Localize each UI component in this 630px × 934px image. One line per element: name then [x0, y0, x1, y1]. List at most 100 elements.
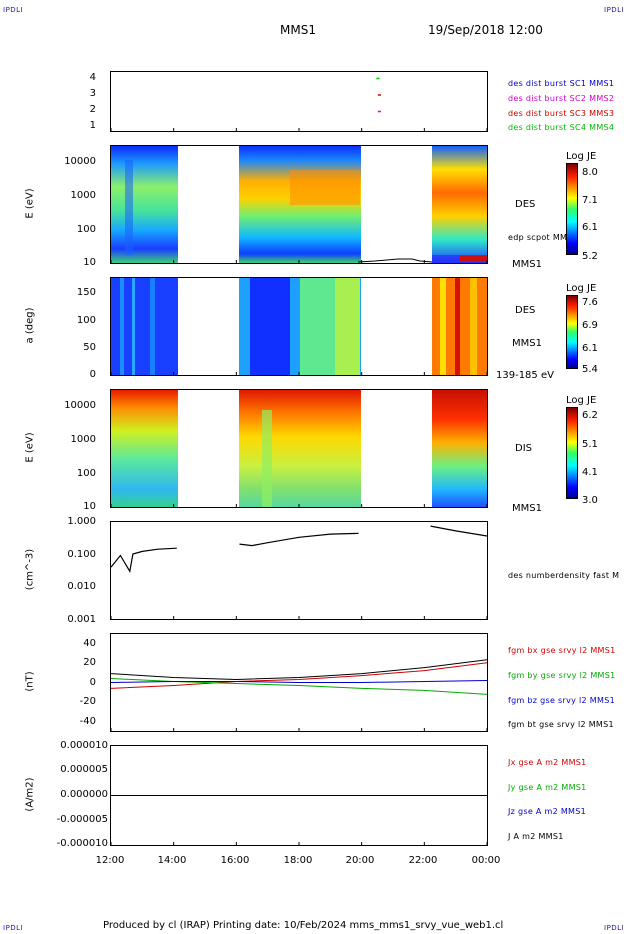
legend-jz: Jz gse A m2 MMS1 [508, 807, 587, 816]
scpot-label: edp scpot MMS1 [508, 233, 579, 242]
des-energy-cbar-title: Log JE [566, 151, 597, 162]
tick-label: 0 [89, 677, 96, 688]
tick-label: 1000 [70, 434, 96, 445]
tick-label: 0.100 [67, 549, 96, 560]
legend-burst-sc4: des dist burst SC4 MMS4 [508, 123, 615, 132]
tick-label: -20 [79, 696, 96, 707]
density-line [430, 525, 488, 537]
cbar-tick: 6.9 [582, 320, 598, 331]
tick-label: 100 [76, 468, 96, 479]
legend-bt: fgm bt gse srvy l2 MMS1 [508, 720, 614, 729]
bfield-line [110, 662, 488, 689]
tick-label: 4 [89, 72, 96, 83]
dis-energy-ylabel: E (eV) [24, 432, 36, 463]
tick-label: -0.000010 [56, 838, 108, 849]
cbar-tick: 7.6 [582, 297, 598, 308]
des-energy-spectrogram [111, 146, 487, 263]
corner-label-bl: IPDLI [3, 924, 24, 932]
des-pitch-spectrogram [111, 278, 487, 375]
bfield-series [110, 659, 488, 695]
legend-density: des numberdensity fast M [508, 571, 620, 580]
density-line [239, 532, 359, 547]
des-energy-ylabel: E (eV) [24, 188, 36, 219]
tick-label: 10 [83, 501, 96, 512]
cbar-tick: 8.0 [582, 167, 598, 178]
tick-label: 3 [89, 88, 96, 99]
x-tick-label: 22:00 [408, 855, 438, 866]
corner-label-tr: IPDLI [604, 6, 625, 14]
burst-marks [376, 77, 381, 113]
bfield-line [110, 678, 488, 695]
tick-label: 20 [83, 657, 96, 668]
tick-label: 10 [83, 257, 96, 268]
scpot-trace [357, 258, 433, 263]
spacecraft-title: MMS1 [280, 23, 316, 37]
x-tick-label: 18:00 [283, 855, 313, 866]
corner-label-tl: IPDLI [3, 6, 24, 14]
bfield-line [110, 680, 488, 683]
density-line [110, 547, 177, 573]
cbar-tick: 4.1 [582, 467, 598, 478]
tick-label: 2 [89, 104, 96, 115]
legend-bz: fgm bz gse srvy l2 MMS1 [508, 696, 615, 705]
x-tick-label: 12:00 [95, 855, 125, 866]
des-energy-sc-label: MMS1 [512, 259, 542, 270]
axis-ticks [110, 128, 488, 846]
dis-energy-sc-label: MMS1 [512, 503, 542, 514]
datetime-title: 19/Sep/2018 12:00 [428, 23, 543, 37]
legend-burst-sc3: des dist burst SC3 MMS3 [508, 109, 615, 118]
x-tick-label: 00:00 [471, 855, 501, 866]
tick-label: 0.001 [67, 614, 96, 625]
tick-label: 100 [76, 224, 96, 235]
des-pitch-colorbar [566, 295, 578, 369]
des-pitch-ylabel: a (deg) [24, 307, 36, 344]
cbar-tick: 6.2 [582, 410, 598, 421]
legend-jx: Jx gse A m2 MMS1 [508, 758, 587, 767]
legend-j: J A m2 MMS1 [508, 832, 564, 841]
tick-label: 0.010 [67, 581, 96, 592]
bfield-ylabel: (nT) [24, 671, 36, 692]
dis-energy-label: DIS [515, 443, 532, 454]
tick-label: 1.000 [67, 516, 96, 527]
cbar-tick: 5.4 [582, 364, 598, 375]
current-ylabel: (A/m2) [24, 777, 36, 812]
des-pitch-sc-label: MMS1 [512, 338, 542, 349]
density-ylabel: (cm^-3) [24, 548, 36, 591]
cbar-tick: 6.1 [582, 222, 598, 233]
corner-label-br: IPDLI [604, 924, 625, 932]
legend-burst-sc2: des dist burst SC2 MMS2 [508, 94, 615, 103]
footer-credit: Produced by cl (IRAP) Printing date: 10/… [103, 920, 504, 931]
dis-energy-colorbar [566, 407, 578, 499]
tick-label: 100 [76, 315, 96, 326]
tick-label: 150 [76, 287, 96, 298]
bfield-line [110, 659, 488, 681]
legend-by: fgm by gse srvy l2 MMS1 [508, 671, 616, 680]
x-tick-label: 20:00 [345, 855, 375, 866]
legend-bx: fgm bx gse srvy l2 MMS1 [508, 646, 616, 655]
tick-label: -40 [79, 716, 96, 727]
tick-label: -0.000005 [56, 814, 108, 825]
des-pitch-label: DES [515, 305, 536, 316]
tick-label: 0.000010 [60, 740, 108, 751]
cbar-tick: 5.1 [582, 439, 598, 450]
des-energy-label: DES [515, 199, 536, 210]
tick-label: 0 [89, 369, 96, 380]
tick-label: 1000 [70, 190, 96, 201]
tick-label: 0.000005 [60, 764, 108, 775]
legend-jy: Jy gse A m2 MMS1 [508, 783, 587, 792]
des-pitch-cbar-title: Log JE [566, 283, 597, 294]
x-tick-label: 14:00 [157, 855, 187, 866]
cbar-tick: 3.0 [582, 495, 598, 506]
tick-label: 10000 [64, 156, 96, 167]
legend-burst-sc1: des dist burst SC1 MMS1 [508, 79, 615, 88]
cbar-tick: 5.2 [582, 251, 598, 262]
des-energy-colorbar [566, 163, 578, 255]
cbar-tick: 7.1 [582, 195, 598, 206]
tick-label: 10000 [64, 400, 96, 411]
tick-label: 40 [83, 638, 96, 649]
cbar-tick: 6.1 [582, 343, 598, 354]
tick-label: 0.000000 [60, 789, 108, 800]
dis-energy-spectrogram [111, 390, 487, 507]
tick-label: 50 [83, 342, 96, 353]
